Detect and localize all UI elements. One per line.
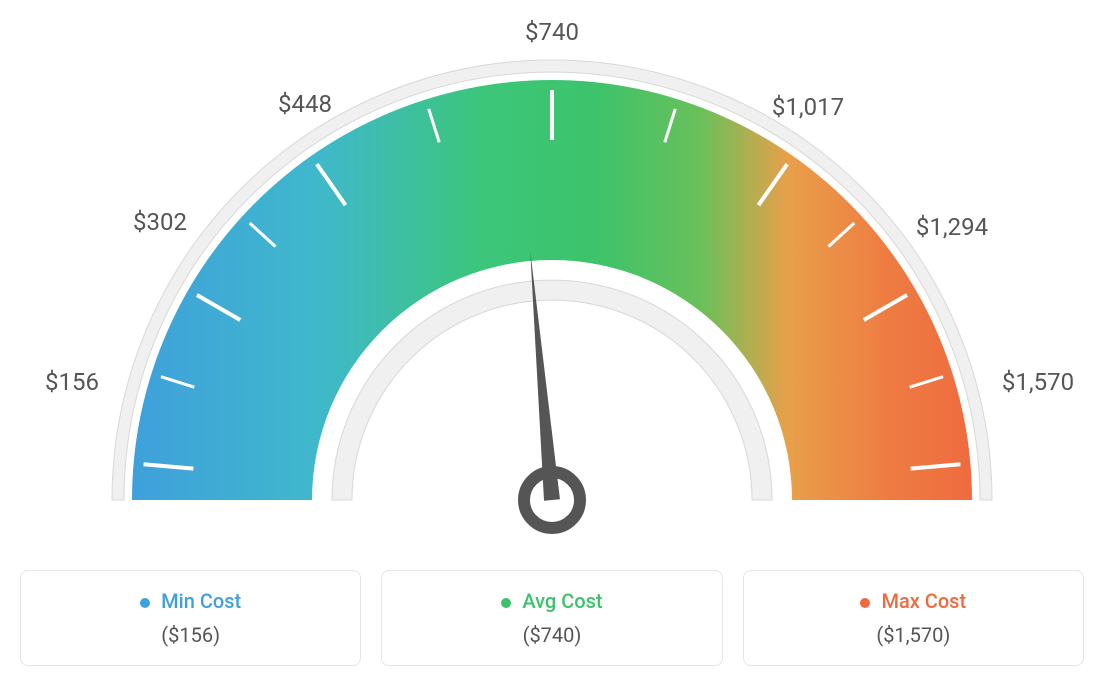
legend-card-max: Max Cost ($1,570)	[743, 570, 1084, 666]
legend-avg-value: ($740)	[392, 623, 711, 647]
legend-label-avg: Avg Cost	[392, 589, 711, 613]
dot-max-icon	[860, 598, 870, 608]
legend-card-avg: Avg Cost ($740)	[381, 570, 722, 666]
dot-avg-icon	[501, 598, 511, 608]
legend-min-value: ($156)	[31, 623, 350, 647]
legend-max-label-text: Max Cost	[881, 589, 966, 613]
gauge-svg: $156 $302 $448 $740 $1,017 $1,294 $1,570	[20, 20, 1084, 550]
gauge-chart-container: $156 $302 $448 $740 $1,017 $1,294 $1,570 Min C…	[20, 20, 1084, 666]
tick-label: $448	[278, 90, 332, 118]
tick-label: $302	[133, 208, 187, 236]
tick-label: $1,294	[916, 213, 988, 241]
legend-label-max: Max Cost	[754, 589, 1073, 613]
tick-label: $740	[525, 20, 579, 46]
legend-avg-label-text: Avg Cost	[522, 589, 602, 613]
tick-label: $156	[45, 368, 99, 396]
legend-min-label-text: Min Cost	[161, 589, 241, 613]
legend-row: Min Cost ($156) Avg Cost ($740) Max Cost…	[20, 570, 1084, 666]
legend-label-min: Min Cost	[31, 589, 350, 613]
gauge-wrap: $156 $302 $448 $740 $1,017 $1,294 $1,570	[20, 20, 1084, 550]
dot-min-icon	[140, 598, 150, 608]
tick-label: $1,017	[772, 93, 844, 121]
legend-card-min: Min Cost ($156)	[20, 570, 361, 666]
legend-max-value: ($1,570)	[754, 623, 1073, 647]
tick-label: $1,570	[1002, 368, 1074, 396]
